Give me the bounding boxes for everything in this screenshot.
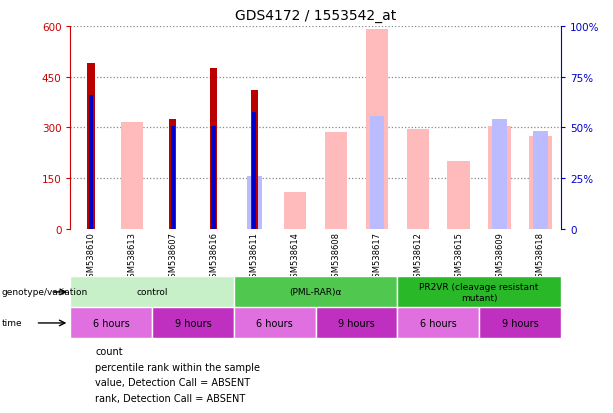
Bar	[489, 126, 511, 229]
Bar	[251, 91, 258, 229]
Text: 9 hours: 9 hours	[501, 318, 538, 328]
Bar	[397, 308, 479, 339]
Bar	[170, 126, 175, 229]
Bar	[316, 308, 397, 339]
Text: GSM538609: GSM538609	[495, 232, 504, 282]
Text: 6 hours: 6 hours	[93, 318, 130, 328]
Text: GSM538615: GSM538615	[454, 232, 463, 282]
Text: 6 hours: 6 hours	[420, 318, 457, 328]
Bar	[70, 277, 234, 308]
Bar	[366, 30, 388, 229]
Bar	[211, 126, 216, 229]
Text: GSM538613: GSM538613	[128, 232, 136, 282]
Text: rank, Detection Call = ABSENT: rank, Detection Call = ABSENT	[95, 393, 245, 403]
Text: value, Detection Call = ABSENT: value, Detection Call = ABSENT	[95, 377, 250, 387]
Text: 6 hours: 6 hours	[256, 318, 293, 328]
Bar	[121, 123, 143, 229]
Bar	[87, 64, 94, 229]
Bar	[406, 130, 429, 229]
Text: control: control	[137, 288, 168, 297]
Text: (PML-RAR)α: (PML-RAR)α	[289, 288, 342, 297]
Bar	[529, 136, 552, 229]
Bar	[247, 177, 262, 229]
Text: GSM538616: GSM538616	[209, 232, 218, 282]
Text: time: time	[1, 319, 22, 328]
Bar	[479, 308, 561, 339]
Bar	[169, 120, 177, 229]
Bar	[397, 277, 561, 308]
Bar	[284, 192, 306, 229]
Text: PR2VR (cleavage resistant
mutant): PR2VR (cleavage resistant mutant)	[419, 282, 539, 302]
Bar	[70, 308, 152, 339]
Bar	[210, 69, 217, 229]
Bar	[253, 113, 256, 229]
Text: GSM538611: GSM538611	[250, 232, 259, 282]
Bar	[325, 133, 348, 229]
Text: GSM538617: GSM538617	[373, 232, 381, 282]
Bar	[89, 96, 93, 229]
Text: GSM538612: GSM538612	[413, 232, 422, 282]
Text: GSM538607: GSM538607	[168, 232, 177, 282]
Text: GSM538608: GSM538608	[332, 232, 341, 282]
Text: percentile rank within the sample: percentile rank within the sample	[95, 362, 260, 372]
Bar	[533, 131, 548, 229]
Title: GDS4172 / 1553542_at: GDS4172 / 1553542_at	[235, 9, 397, 23]
Text: count: count	[95, 347, 123, 356]
Text: GSM538618: GSM538618	[536, 232, 545, 282]
Bar	[492, 120, 507, 229]
Text: GSM538614: GSM538614	[291, 232, 300, 282]
Bar	[234, 308, 316, 339]
Text: genotype/variation: genotype/variation	[1, 288, 88, 297]
Text: GSM538610: GSM538610	[86, 232, 96, 282]
Bar	[370, 116, 384, 229]
Bar	[152, 308, 234, 339]
Bar	[234, 277, 397, 308]
Text: 9 hours: 9 hours	[338, 318, 375, 328]
Text: 9 hours: 9 hours	[175, 318, 211, 328]
Bar	[447, 162, 470, 229]
